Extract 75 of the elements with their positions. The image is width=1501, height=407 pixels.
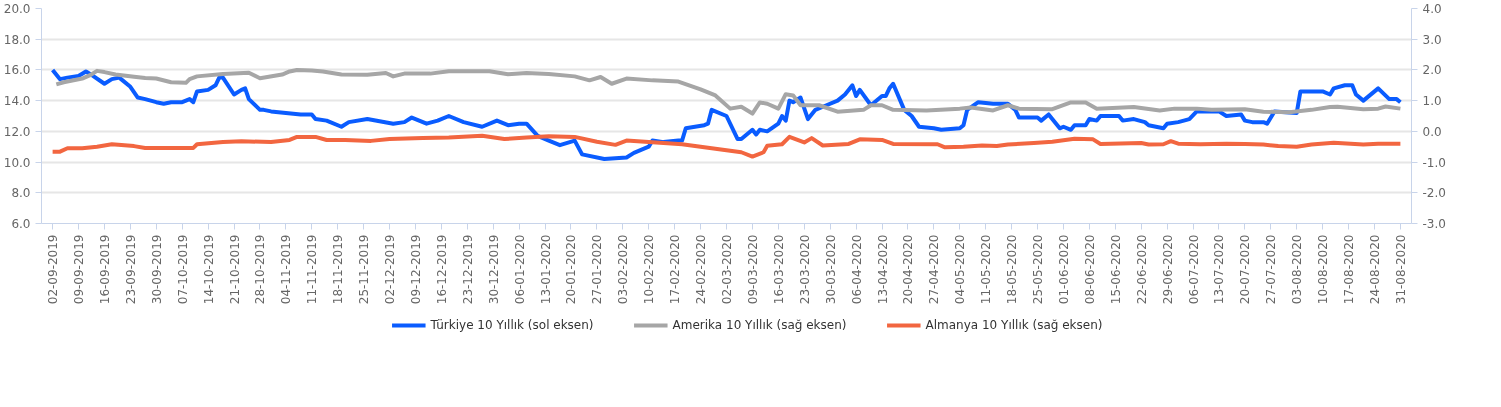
line-series <box>50 67 1403 161</box>
x-tick-label: 20-07-2020 <box>1238 234 1253 305</box>
y2-tick-label: -2.0 <box>1422 186 1446 201</box>
x-tick-label: 14-10-2019 <box>201 234 216 305</box>
x-tick-label: 24-02-2020 <box>694 234 709 305</box>
x-tick-label: 16-09-2019 <box>97 234 112 305</box>
x-tick-label: 08-06-2020 <box>1082 234 1097 305</box>
x-tick-label: 06-01-2020 <box>512 234 527 305</box>
x-tick-label: 23-12-2019 <box>460 234 475 305</box>
x-tick-label: 23-03-2020 <box>797 234 812 305</box>
y2-tick-label: 2.0 <box>1422 63 1442 78</box>
x-tick-label: 02-09-2019 <box>46 234 61 305</box>
y-tick-label: 12.0 <box>3 124 31 139</box>
x-tick-label: 11-11-2019 <box>305 234 320 305</box>
x-tick-label: 06-04-2020 <box>849 234 864 305</box>
x-tick-label: 27-01-2020 <box>590 234 605 305</box>
x-tick-label: 18-11-2019 <box>331 234 346 305</box>
x-tick-label: 13-01-2020 <box>538 234 553 305</box>
x-tick-label: 04-11-2019 <box>279 234 294 305</box>
x-tick-label: 21-10-2019 <box>227 234 242 305</box>
x-tick-label: 13-04-2020 <box>875 234 890 305</box>
x-tick-label: 15-06-2020 <box>1108 234 1123 305</box>
x-tick-label: 30-12-2019 <box>486 234 501 305</box>
x-tick-label: 11-05-2020 <box>979 234 994 305</box>
y2-tick-label: -3.0 <box>1422 217 1446 231</box>
x-tick-label: 03-02-2020 <box>616 234 631 305</box>
y2-tick-label: 3.0 <box>1422 32 1442 47</box>
x-tick-label: 24-08-2020 <box>1367 234 1382 305</box>
x-tick-label: 10-02-2020 <box>642 234 657 305</box>
x-tick-label: 30-03-2020 <box>823 234 838 305</box>
x-tick-label: 01-06-2020 <box>1056 234 1071 305</box>
legend-label: Almanya 10 Yıllık (sağ eksen) <box>925 318 1103 332</box>
y-tick-label: 16.0 <box>3 63 31 78</box>
y-tick-label: 8.0 <box>11 186 31 201</box>
x-tick-label: 04-05-2020 <box>953 234 968 305</box>
x-tick-label: 03-08-2020 <box>1290 234 1305 305</box>
line-series <box>50 133 1403 159</box>
x-tick-label: 25-11-2019 <box>357 234 372 305</box>
x-tick-label: 02-12-2019 <box>383 234 398 305</box>
x-tick-label: 28-10-2019 <box>253 234 268 305</box>
legend-label: Türkiye 10 Yıllık (sol eksen) <box>430 318 594 332</box>
x-tick-label: 27-07-2020 <box>1264 234 1279 305</box>
line-series <box>54 67 1403 116</box>
x-tick-label: 20-04-2020 <box>901 234 916 305</box>
y-tick-label: 18.0 <box>3 32 31 47</box>
y-tick-label: 20.0 <box>3 2 31 16</box>
x-tick-label: 13-07-2020 <box>1212 234 1227 305</box>
x-tick-label: 07-10-2019 <box>175 234 190 305</box>
y-tick-label: 14.0 <box>3 94 31 109</box>
x-tick-label: 29-06-2020 <box>1160 234 1175 305</box>
x-tick-label: 10-08-2020 <box>1316 234 1331 305</box>
y2-tick-label: 1.0 <box>1422 94 1442 109</box>
x-tick-label: 27-04-2020 <box>927 234 942 305</box>
x-tick-label: 30-09-2019 <box>149 234 164 305</box>
x-tick-label: 22-06-2020 <box>1134 234 1149 305</box>
y-tick-label: 6.0 <box>11 217 31 231</box>
y2-tick-label: 0.0 <box>1422 124 1442 139</box>
x-tick-label: 23-09-2019 <box>123 234 138 305</box>
y2-tick-label: -1.0 <box>1422 155 1446 170</box>
x-tick-label: 02-03-2020 <box>720 234 734 305</box>
x-tick-label: 09-03-2020 <box>745 234 760 305</box>
y2-tick-label: 4.0 <box>1422 2 1442 16</box>
x-tick-label: 18-05-2020 <box>1005 234 1020 305</box>
x-tick-label: 16-12-2019 <box>434 234 449 305</box>
x-tick-label: 25-05-2020 <box>1031 234 1046 305</box>
x-tick-label: 09-09-2019 <box>72 234 87 305</box>
x-tick-label: 20-01-2020 <box>564 234 579 305</box>
y-tick-label: 10.0 <box>3 155 31 170</box>
x-tick-label: 09-12-2019 <box>408 234 423 305</box>
x-tick-label: 17-02-2020 <box>668 234 683 305</box>
x-tick-label: 06-07-2020 <box>1186 234 1201 305</box>
x-tick-label: 31-08-2020 <box>1393 234 1408 305</box>
x-tick-label: 16-03-2020 <box>771 234 786 305</box>
legend-label: Amerika 10 Yıllık (sağ eksen) <box>672 318 847 332</box>
x-tick-label: 17-08-2020 <box>1342 234 1357 305</box>
